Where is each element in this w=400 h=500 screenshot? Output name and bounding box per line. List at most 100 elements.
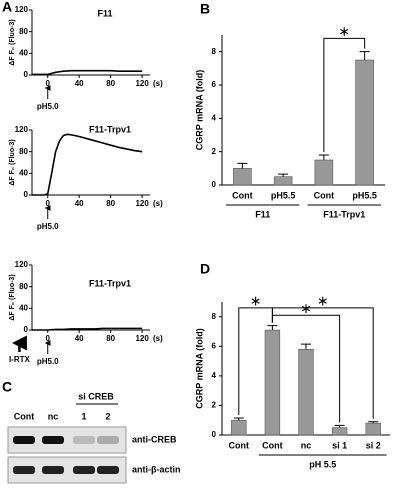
chart-title: F11-Trpv1 — [89, 124, 131, 134]
x-tick-label: pH5.5 — [271, 190, 296, 200]
x-unit: (s) — [153, 199, 163, 208]
y-tick-label: 6 — [212, 80, 217, 89]
data-line — [32, 133, 143, 196]
blot-header: si CREB — [78, 391, 114, 401]
y-tick-label: 4 — [212, 113, 217, 122]
group-label: pH 5.5 — [309, 459, 336, 469]
chart-title: F11-Trpv1 — [89, 278, 131, 288]
y-tick-label: 8 — [212, 312, 217, 321]
x-tick-label: pH5.5 — [352, 190, 377, 200]
x-tick-label: 80 — [106, 79, 115, 88]
x-tick-label: 40 — [75, 79, 84, 88]
y-tick-label: 0 — [24, 325, 29, 334]
x-tick-label: 120 — [135, 334, 149, 343]
x-tick-label: 0 — [46, 199, 51, 208]
error-bar — [318, 154, 329, 160]
y-tick-label: 80 — [19, 147, 28, 156]
blot-band — [97, 466, 119, 474]
error-bar — [233, 417, 244, 421]
data-line — [32, 69, 143, 76]
error-bar — [359, 51, 370, 60]
y-tick-label: 2 — [212, 147, 217, 156]
row-label: anti-CREB — [132, 434, 177, 444]
panel-label: D — [200, 261, 210, 277]
blot-band — [97, 436, 119, 444]
y-tick-label: 0 — [212, 180, 217, 189]
x-tick-label: nc — [301, 440, 312, 450]
y-axis-label: ΔF F₀ (Fluo-3) — [9, 19, 16, 65]
y-tick-label: 120 — [15, 5, 29, 14]
bar — [298, 348, 314, 436]
y-tick-label: 80 — [19, 282, 28, 291]
x-tick-label: 120 — [135, 199, 149, 208]
significance-label: ∗ — [338, 23, 350, 39]
error-bar — [368, 421, 379, 424]
bar — [231, 419, 247, 436]
y-tick-label: 40 — [19, 48, 28, 57]
significance-label: ∗ — [317, 293, 329, 309]
x-tick-label: 80 — [106, 199, 115, 208]
blot-band — [73, 466, 95, 474]
x-unit: (s) — [153, 334, 163, 343]
y-axis-label: CGRP mRNA (fold) — [194, 70, 204, 151]
bar — [365, 422, 381, 436]
bar — [273, 176, 293, 186]
x-tick-label: 40 — [75, 334, 84, 343]
y-tick-label: 8 — [212, 47, 217, 56]
y-tick-label: 120 — [15, 260, 29, 269]
y-tick-label: 0 — [212, 430, 217, 439]
y-tick-label: 4 — [212, 371, 217, 380]
blot-band — [13, 436, 35, 444]
significance-bracket — [271, 307, 374, 419]
annotation-label: I-RTX — [9, 355, 31, 364]
y-tick-label: 80 — [19, 27, 28, 36]
bar — [355, 59, 374, 186]
panel-label: B — [200, 1, 210, 17]
panel-label: C — [2, 379, 12, 395]
x-tick-label: 0 — [46, 334, 51, 343]
significance-label: ∗ — [250, 293, 262, 309]
x-tick-label: 80 — [106, 334, 115, 343]
lane-label: Cont — [14, 411, 35, 421]
x-unit: (s) — [153, 79, 163, 88]
x-tick-label: Cont — [314, 190, 335, 200]
y-axis-label: CGRP mRNA (fold) — [194, 328, 204, 409]
x-tick-label: 120 — [135, 79, 149, 88]
bar — [331, 427, 348, 436]
chart-title: F11 — [97, 8, 112, 18]
y-tick-label: 40 — [19, 303, 28, 312]
bar — [264, 329, 281, 436]
x-tick-label: Cont — [229, 440, 250, 450]
error-bar — [334, 424, 345, 428]
y-tick-label: 6 — [212, 341, 217, 350]
error-bar — [237, 162, 248, 169]
y-tick-label: 120 — [15, 125, 29, 134]
error-bar — [267, 325, 278, 331]
blot-band — [42, 466, 64, 474]
panel-label: A — [2, 0, 12, 15]
blot-band — [42, 436, 64, 444]
x-tick-label: 0 — [46, 79, 51, 88]
lane-label: nc — [48, 411, 59, 421]
lane-label: 2 — [105, 411, 110, 421]
x-tick-label: Cont — [232, 190, 253, 200]
x-tick-label: si 1 — [332, 440, 347, 450]
x-tick-label: 40 — [75, 199, 84, 208]
group-label: F11-Trpv1 — [323, 209, 365, 219]
error-bar — [301, 343, 311, 350]
y-tick-label: 0 — [24, 70, 29, 79]
annotation-label: pH5.0 — [37, 222, 59, 231]
lane-label: 1 — [81, 411, 86, 421]
y-tick-label: 2 — [212, 401, 217, 410]
y-axis-label: ΔF F₀ (Fluo-3) — [9, 274, 16, 320]
y-tick-label: 40 — [19, 168, 28, 177]
annotation-label: pH5.0 — [37, 102, 59, 111]
row-label: anti-β-actin — [132, 464, 181, 474]
blot-band — [73, 436, 95, 444]
x-tick-label: Cont — [262, 440, 283, 450]
error-bar — [278, 173, 289, 177]
bar — [314, 159, 334, 186]
bar — [233, 168, 252, 186]
data-line — [32, 327, 143, 331]
